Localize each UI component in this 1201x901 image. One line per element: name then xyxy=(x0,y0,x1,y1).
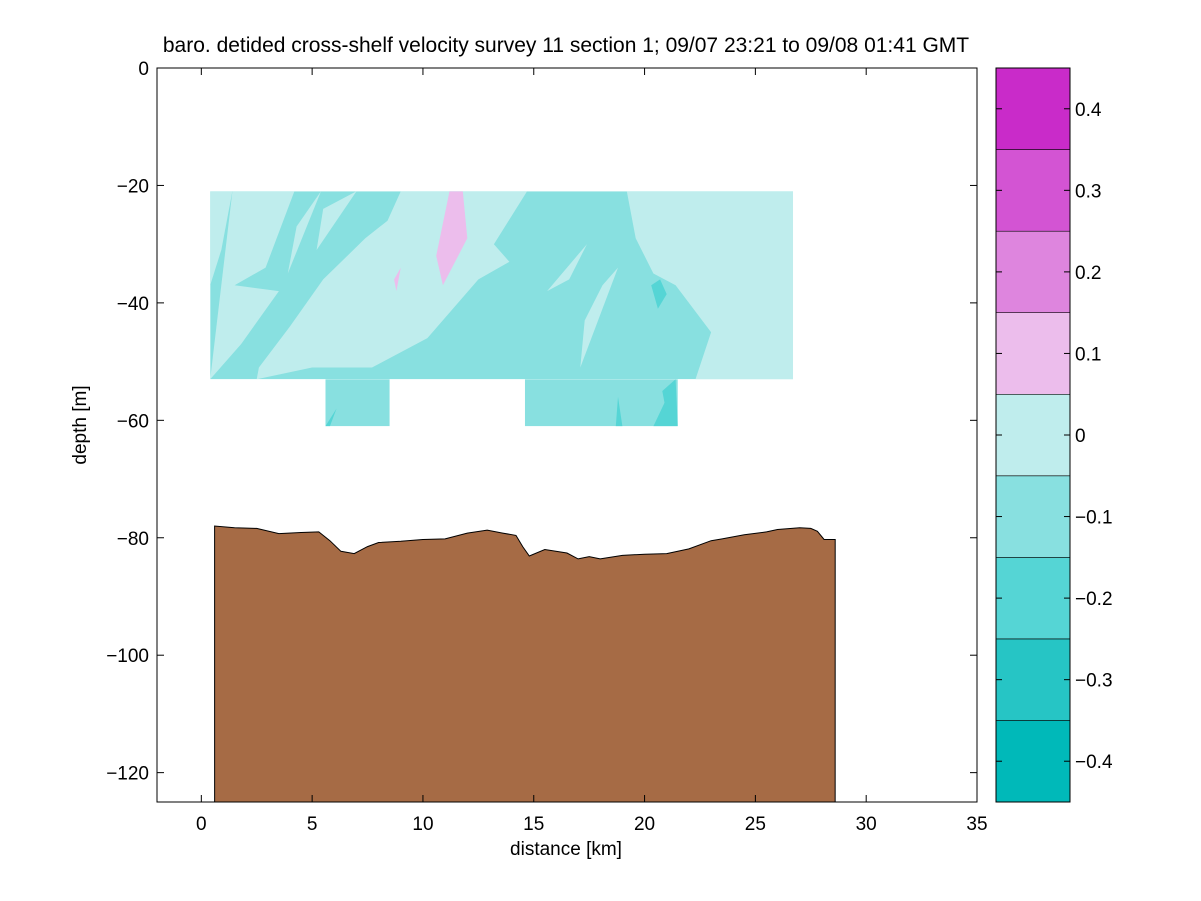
velocity-lower-block xyxy=(325,379,390,427)
negative-velocity-patch xyxy=(675,379,676,380)
velocity-section xyxy=(210,191,794,427)
colorbar-tick-label: −0.3 xyxy=(1075,671,1113,692)
y-tick-label: −100 xyxy=(106,646,149,667)
colorbar-band xyxy=(995,638,1071,721)
colorbar-band xyxy=(995,230,1071,314)
positive-velocity-region xyxy=(626,191,794,380)
colorbar-tick-label: 0.1 xyxy=(1075,344,1101,365)
colorbar-tick-label: 0.4 xyxy=(1075,100,1102,121)
positive-velocity-region xyxy=(547,244,587,292)
colorbar-tick-label: −0.2 xyxy=(1075,589,1113,610)
chart-title: baro. detided cross-shelf velocity surve… xyxy=(163,34,969,57)
x-tick-label: 35 xyxy=(966,814,987,835)
plot-area: 0 5 10 15 20 25 30 35 0 −20 −40 −60 −80 −100 −120 xyxy=(106,59,987,835)
bathymetry xyxy=(214,525,836,803)
colorbar-band xyxy=(995,312,1071,395)
y-tick-label: −20 xyxy=(117,176,149,197)
colorbar: −0.4 −0.3 −0.2 −0.1 0 0.1 0.2 0.3 0.4 xyxy=(995,67,1113,803)
negative-velocity-patch xyxy=(653,379,678,427)
positive-velocity-region xyxy=(210,191,233,286)
positive-velocity-region xyxy=(580,267,618,368)
y-axis-label: depth [m] xyxy=(70,385,91,464)
velocity-background xyxy=(325,379,390,427)
colorbar-band xyxy=(995,67,1071,150)
negative-velocity-patch xyxy=(615,396,623,427)
velocity-lower-block xyxy=(524,379,678,427)
colorbar-band xyxy=(995,475,1071,558)
y-tick-label: −120 xyxy=(106,764,149,785)
x-tick-label: 15 xyxy=(523,814,544,835)
velocity-background xyxy=(524,379,678,427)
colorbar-tick-label: 0.2 xyxy=(1075,263,1101,284)
x-tick-label: 5 xyxy=(307,814,318,835)
x-axis-label: distance [km] xyxy=(510,839,622,860)
y-axis: 0 −20 −40 −60 −80 −100 −120 xyxy=(106,59,977,785)
velocity-upper-block xyxy=(210,191,794,380)
x-tick-label: 25 xyxy=(745,814,766,835)
x-tick-label: 10 xyxy=(412,814,433,835)
colorbar-band xyxy=(995,149,1071,232)
colorbar-tick-label: −0.4 xyxy=(1075,752,1113,773)
negative-velocity-patch xyxy=(651,279,667,309)
colorbar-band xyxy=(995,720,1071,803)
positive-velocity-region xyxy=(316,191,357,250)
axes-frame xyxy=(156,67,978,803)
negative-velocity-patch xyxy=(325,408,337,427)
seafloor xyxy=(214,525,836,803)
colorbar-band xyxy=(995,393,1071,477)
colorbar-tick-label: 0 xyxy=(1075,426,1086,447)
x-tick-label: 30 xyxy=(856,814,877,835)
x-tick-label: 20 xyxy=(634,814,655,835)
y-tick-label: −60 xyxy=(117,411,149,432)
positive-velocity-region xyxy=(287,191,321,274)
colorbar-tick-label: −0.1 xyxy=(1075,508,1113,529)
y-tick-label: −40 xyxy=(117,294,149,315)
velocity-contour-0.1 xyxy=(436,191,468,286)
velocity-contour-0.1 xyxy=(394,267,401,292)
x-tick-label: 0 xyxy=(196,814,207,835)
y-tick-label: −80 xyxy=(117,529,149,550)
colorbar-tick-label: 0.3 xyxy=(1075,181,1101,202)
y-tick-label: 0 xyxy=(138,59,149,80)
colorbar-band xyxy=(995,556,1071,640)
positive-velocity-region xyxy=(210,191,295,380)
x-axis: 0 5 10 15 20 25 30 35 xyxy=(196,68,988,835)
